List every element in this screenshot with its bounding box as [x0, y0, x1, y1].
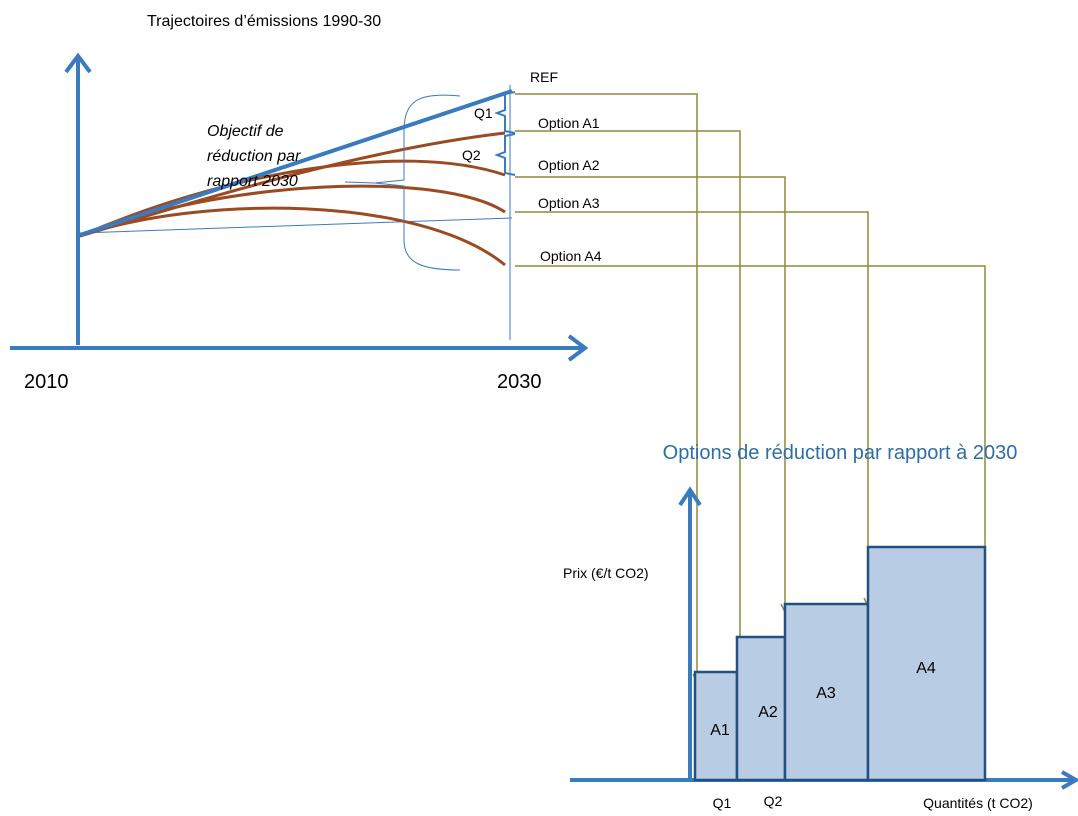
block [866, 545, 987, 782]
option-label: Option A3 [538, 195, 600, 211]
option-label: Option A4 [540, 248, 602, 264]
connector [515, 176, 790, 614]
gap-label: Q2 [462, 147, 481, 163]
connector [515, 93, 702, 684]
block [693, 670, 739, 782]
trajectory [79, 159, 506, 238]
annotation: réduction par [207, 148, 301, 165]
block [783, 602, 870, 782]
arrow-head [64, 52, 92, 74]
option-label: Option A2 [538, 157, 600, 173]
trajectory [79, 206, 506, 267]
arrow-head [567, 334, 589, 362]
block-label: A1 [710, 722, 730, 739]
arrow-head [1061, 770, 1078, 790]
block-label: A4 [916, 660, 936, 677]
block [735, 635, 787, 782]
annotation: Objectif de [207, 123, 284, 140]
ref-label: REF [530, 69, 558, 85]
brace [494, 91, 516, 134]
bottom-title: Options de réduction par rapport à 2030 [663, 442, 1018, 464]
brace [494, 133, 516, 176]
block-label: A2 [758, 704, 778, 721]
option-label: Option A1 [538, 115, 600, 131]
target-line [79, 217, 513, 234]
x-label: 2010 [24, 371, 69, 393]
arrow-head [678, 486, 702, 507]
x-label: Q2 [764, 793, 783, 809]
brace [374, 94, 461, 271]
y-axis-label: Prix (€/t CO2) [563, 565, 649, 581]
gap-label: Q1 [474, 105, 493, 121]
x-axis-label: Quantités (t CO2) [923, 795, 1033, 811]
brace [344, 181, 376, 184]
top-title: Trajectoires d’émissions 1990-30 [147, 13, 381, 30]
block-label: A3 [816, 685, 836, 702]
annotation: rapport 2030 [207, 173, 298, 190]
connector [515, 211, 873, 608]
x-label: 2030 [497, 371, 542, 393]
connector [515, 130, 745, 647]
ref-trajectory [79, 89, 513, 237]
x-label: Q1 [713, 795, 732, 811]
